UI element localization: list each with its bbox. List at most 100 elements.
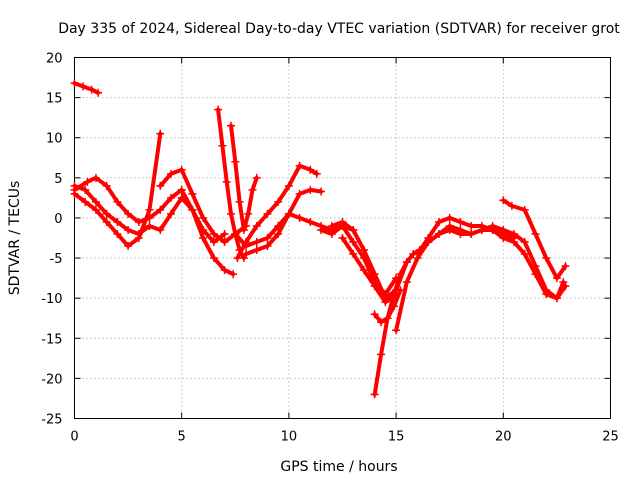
series-arc-10 — [231, 209, 358, 251]
data-point — [244, 209, 253, 218]
data-point — [392, 326, 401, 335]
series-arc-2 — [70, 173, 238, 279]
data-point — [396, 270, 405, 279]
data-point — [445, 213, 454, 222]
data-point — [317, 225, 326, 234]
data-point — [338, 234, 347, 242]
data-point — [434, 217, 443, 226]
data-point — [248, 185, 257, 194]
data-point — [242, 242, 251, 251]
data-point — [220, 229, 229, 238]
data-point — [156, 129, 165, 138]
series-line — [72, 81, 101, 95]
data-point — [252, 246, 261, 255]
data-point — [113, 197, 122, 206]
data-point — [91, 205, 100, 214]
data-point — [507, 201, 516, 210]
data-point — [199, 225, 208, 234]
data-point — [370, 390, 379, 399]
series-arc-1 — [70, 79, 103, 97]
data-point — [209, 254, 218, 263]
data-point — [70, 181, 79, 190]
data-point — [102, 217, 111, 226]
data-point — [252, 238, 261, 247]
data-point — [124, 242, 133, 251]
data-point — [87, 85, 96, 94]
data-point — [209, 238, 218, 247]
series-line — [394, 228, 506, 333]
data-point — [389, 290, 398, 299]
data-point — [542, 290, 551, 299]
y-tick-label: -20 — [41, 372, 62, 387]
data-point — [239, 225, 248, 234]
data-point — [552, 274, 561, 283]
series-line — [72, 175, 236, 277]
y-tick-label: 10 — [46, 132, 63, 147]
data-point — [520, 205, 529, 214]
data-point — [91, 197, 100, 206]
data-point — [295, 161, 304, 170]
data-point — [235, 197, 244, 206]
data-point — [542, 254, 551, 263]
y-tick-label: -15 — [41, 332, 62, 347]
data-point — [467, 221, 476, 230]
data-point — [349, 238, 358, 247]
data-point — [209, 229, 218, 238]
data-point — [145, 205, 154, 214]
data-point — [177, 193, 186, 202]
data-point — [274, 221, 283, 230]
data-point — [284, 209, 293, 218]
data-point — [377, 350, 386, 359]
data-point — [488, 225, 497, 234]
data-point — [177, 165, 186, 174]
data-point — [214, 105, 223, 114]
data-point — [402, 258, 411, 267]
x-tick-label: 25 — [602, 430, 619, 445]
data-point — [177, 185, 186, 194]
y-tick-label: -5 — [50, 252, 63, 267]
data-point — [456, 217, 465, 226]
y-tick-label: 0 — [54, 212, 62, 227]
data-point — [233, 254, 242, 263]
data-point — [306, 165, 315, 174]
data-point — [402, 278, 411, 287]
data-point — [91, 173, 100, 182]
chart-title: Day 335 of 2024, Sidereal Day-to-day VTE… — [58, 21, 620, 37]
data-point — [134, 234, 143, 242]
y-tick-label: -10 — [41, 292, 62, 307]
y-tick-label: 5 — [54, 172, 62, 187]
data-point — [199, 234, 208, 242]
data-point — [559, 278, 568, 287]
data-point — [218, 141, 227, 150]
data-point — [359, 266, 368, 275]
data-point — [94, 88, 103, 97]
x-tick-label: 20 — [495, 430, 512, 445]
data-point — [263, 242, 272, 251]
data-point — [134, 217, 143, 226]
data-point — [231, 229, 240, 238]
data-point — [510, 229, 519, 238]
series-line — [372, 248, 422, 397]
data-point — [377, 318, 386, 327]
series-arc-15 — [370, 246, 424, 399]
data-point — [166, 209, 175, 218]
data-point — [124, 209, 133, 218]
series-arc-8 — [233, 161, 321, 263]
data-point — [284, 181, 293, 190]
data-point — [242, 250, 251, 259]
y-tick-label: -25 — [41, 413, 62, 428]
series-arc-9 — [242, 185, 326, 259]
data-point — [306, 185, 315, 194]
data-point — [227, 121, 236, 130]
data-point — [456, 225, 465, 234]
x-tick-label: 5 — [178, 430, 186, 445]
data-point — [477, 225, 486, 234]
data-point — [561, 282, 570, 291]
data-point — [220, 266, 229, 275]
data-point — [220, 238, 229, 247]
x-tick-label: 0 — [70, 430, 78, 445]
data-point — [70, 189, 79, 198]
data-point — [359, 246, 368, 255]
data-point — [124, 225, 133, 234]
